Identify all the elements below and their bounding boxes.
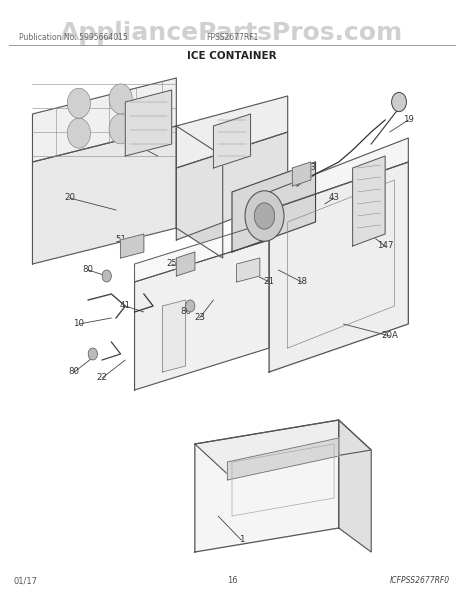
Polygon shape [176,252,194,276]
Text: ICFPSS2677RF0: ICFPSS2677RF0 [389,576,449,585]
Polygon shape [269,138,407,210]
Polygon shape [213,114,250,168]
Circle shape [67,88,90,118]
Polygon shape [162,300,185,372]
Text: 25: 25 [166,259,177,268]
Polygon shape [120,234,144,258]
Text: FPSS2677RF1: FPSS2677RF1 [206,33,257,42]
Polygon shape [227,438,338,480]
Text: 80: 80 [69,367,80,377]
Polygon shape [269,162,407,372]
Text: 20A: 20A [381,331,397,340]
Text: 19: 19 [402,115,413,124]
Polygon shape [194,420,338,552]
Text: 45: 45 [235,139,246,148]
Text: 147: 147 [376,241,393,251]
Polygon shape [194,420,370,474]
Polygon shape [292,162,310,186]
Circle shape [254,203,274,229]
Circle shape [391,92,406,112]
Text: 10: 10 [73,319,84,329]
Circle shape [102,270,111,282]
Text: 80: 80 [180,307,191,317]
Text: 23: 23 [194,313,205,323]
Polygon shape [176,126,222,258]
Text: Publication No: 5995664015: Publication No: 5995664015 [19,33,127,42]
Text: 1: 1 [238,535,244,545]
Polygon shape [32,78,176,162]
Circle shape [88,348,97,360]
Polygon shape [176,132,287,240]
Text: AppliancePartsPros.com: AppliancePartsPros.com [60,21,403,45]
Text: 01/17: 01/17 [14,576,38,585]
Polygon shape [176,96,287,168]
Circle shape [109,114,132,144]
Text: 43: 43 [328,193,339,202]
Polygon shape [236,258,259,282]
Text: 51: 51 [115,235,126,245]
Polygon shape [125,90,171,156]
Text: 21: 21 [263,277,274,286]
Polygon shape [338,420,370,552]
Text: 20: 20 [64,193,75,202]
Polygon shape [232,162,315,252]
Polygon shape [352,156,384,246]
Text: 18: 18 [295,277,307,286]
Circle shape [67,118,90,148]
Polygon shape [134,222,269,282]
Text: 148: 148 [126,139,143,148]
Polygon shape [32,126,176,264]
Text: 43: 43 [305,163,316,173]
Text: 16: 16 [226,576,237,585]
Text: 41: 41 [119,301,131,311]
Text: 80: 80 [82,265,94,275]
Circle shape [109,84,132,114]
Circle shape [185,300,194,312]
Text: 22: 22 [96,373,107,383]
Text: ICE CONTAINER: ICE CONTAINER [187,51,276,61]
Circle shape [244,191,283,241]
Polygon shape [134,240,269,390]
